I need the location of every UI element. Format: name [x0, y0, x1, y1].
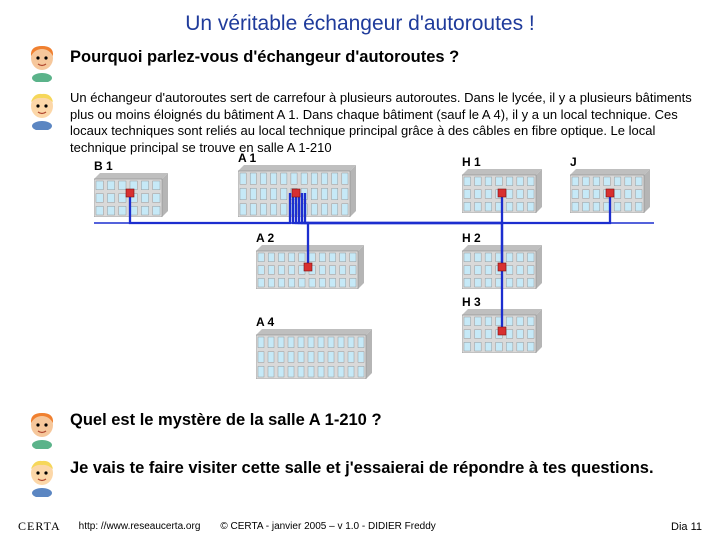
tech-room-node-j [606, 189, 614, 197]
tech-room-node-a1 [292, 189, 300, 197]
network-diagram: B 1A 1H 1JA 2H 2H 3A 4 [70, 159, 670, 399]
footer-url: http: //www.reseaucerta.org [79, 521, 201, 532]
girl-avatar-icon [24, 42, 60, 82]
answer2-text: Je vais te faire visiter cette salle et … [70, 459, 654, 478]
boy-avatar-icon [24, 90, 60, 130]
tech-room-node-h3 [498, 327, 506, 335]
answer1-row: Un échangeur d'autoroutes sert de carref… [0, 84, 720, 159]
footer-copyright: © CERTA - janvier 2005 – v 1.0 - DIDIER … [220, 521, 671, 532]
certa-logo: CERTA [18, 519, 61, 534]
boy-avatar-icon [24, 457, 60, 497]
girl-avatar-icon [24, 409, 60, 449]
answer2-row: Je vais te faire visiter cette salle et … [0, 451, 720, 499]
question2-text: Quel est le mystère de la salle A 1-210 … [70, 411, 382, 430]
tech-room-node-h2 [498, 263, 506, 271]
cable-overlay [70, 159, 670, 399]
footer-dia: Dia 11 [671, 521, 702, 533]
tech-room-node-b1 [126, 189, 134, 197]
answer1-text: Un échangeur d'autoroutes sert de carref… [70, 90, 696, 157]
question2-row: Quel est le mystère de la salle A 1-210 … [0, 403, 720, 451]
question1-text: Pourquoi parlez-vous d'échangeur d'autor… [70, 48, 459, 67]
footer: CERTA http: //www.reseaucerta.org © CERT… [0, 519, 720, 534]
tech-room-node-h1 [498, 189, 506, 197]
tech-room-node-a2 [304, 263, 312, 271]
slide-title: Un véritable échangeur d'autoroutes ! [0, 0, 720, 36]
question1-row: Pourquoi parlez-vous d'échangeur d'autor… [0, 36, 720, 84]
